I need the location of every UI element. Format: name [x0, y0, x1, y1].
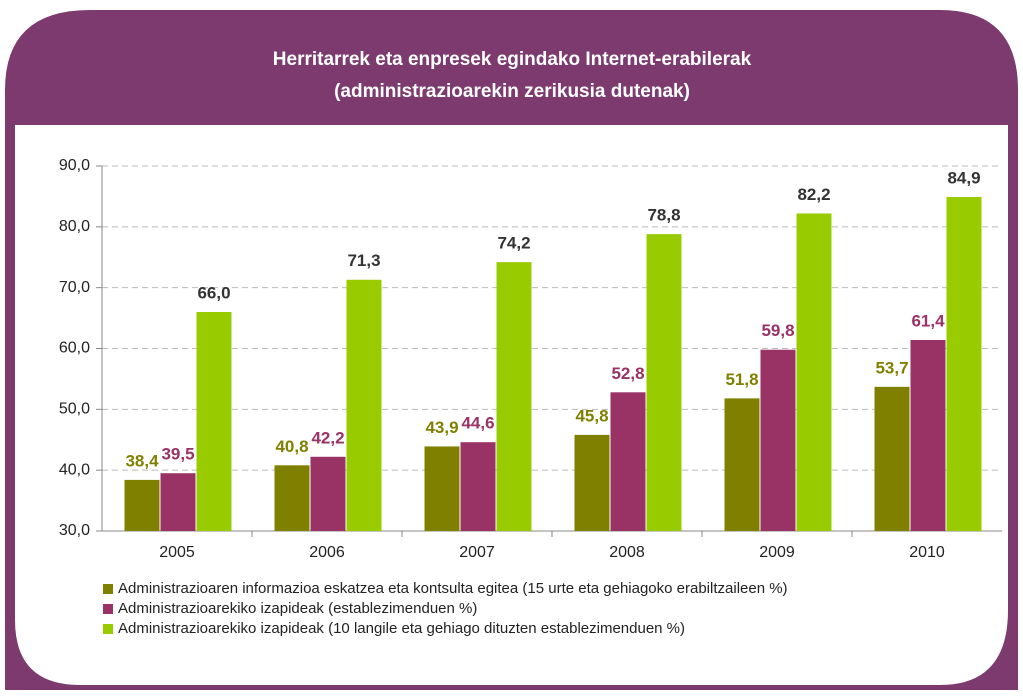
bar: [610, 392, 646, 531]
x-tick-label: 2010: [909, 544, 945, 561]
x-tick-label: 2008: [609, 544, 645, 561]
y-tick-label: 50,0: [59, 401, 90, 418]
bar: [346, 279, 382, 531]
bar: [796, 213, 832, 531]
chart-title: Herritarrek eta enpresek egindako Intern…: [273, 49, 752, 70]
bar: [724, 398, 760, 531]
value-label: 40,8: [275, 437, 308, 456]
value-label: 84,9: [947, 169, 980, 188]
bar: [124, 479, 160, 531]
value-label: 74,2: [497, 234, 530, 253]
value-label: 71,3: [347, 251, 380, 270]
y-tick-label: 40,0: [59, 461, 90, 478]
bar: [496, 262, 532, 531]
value-label: 43,9: [425, 418, 458, 437]
bar: [646, 234, 682, 531]
y-tick-label: 30,0: [59, 522, 90, 539]
bar: [460, 442, 496, 531]
value-label: 78,8: [647, 206, 680, 225]
bar: [946, 197, 982, 531]
value-label: 38,4: [125, 451, 159, 470]
x-tick-label: 2006: [309, 544, 345, 561]
value-label: 44,6: [461, 414, 494, 433]
bar: [874, 386, 910, 531]
chart-title: (administrazioarekin zerikusia dutenak): [334, 81, 690, 102]
legend-swatch: [103, 604, 113, 614]
value-label: 51,8: [725, 370, 758, 389]
x-tick-label: 2005: [159, 544, 195, 561]
value-label: 82,2: [797, 185, 830, 204]
value-label: 39,5: [161, 445, 194, 464]
bar: [196, 312, 232, 531]
x-tick-label: 2007: [459, 544, 495, 561]
legend-swatch: [103, 584, 113, 594]
value-label: 52,8: [611, 364, 644, 383]
y-tick-label: 60,0: [59, 340, 90, 357]
legend-label: Administrazioarekiko izapideak (10 langi…: [118, 620, 685, 637]
bar: [574, 434, 610, 531]
y-tick-label: 70,0: [59, 279, 90, 296]
bar: [310, 456, 346, 531]
bar: [910, 339, 946, 531]
bar: [274, 465, 310, 531]
value-label: 66,0: [197, 283, 230, 302]
legend-label: Administrazioaren informazioa eskatzea e…: [118, 580, 788, 597]
value-label: 53,7: [875, 358, 908, 377]
bar: [160, 473, 196, 531]
bar: [424, 446, 460, 531]
y-tick-label: 90,0: [59, 157, 90, 174]
legend-label: Administrazioarekiko izapideak (establez…: [118, 600, 477, 617]
value-label: 45,8: [575, 406, 608, 425]
value-label: 59,8: [761, 321, 794, 340]
value-label: 42,2: [311, 428, 344, 447]
bar: [760, 349, 796, 531]
y-tick-label: 80,0: [59, 218, 90, 235]
x-tick-label: 2009: [759, 544, 795, 561]
value-label: 61,4: [911, 311, 945, 330]
legend-swatch: [103, 624, 113, 634]
